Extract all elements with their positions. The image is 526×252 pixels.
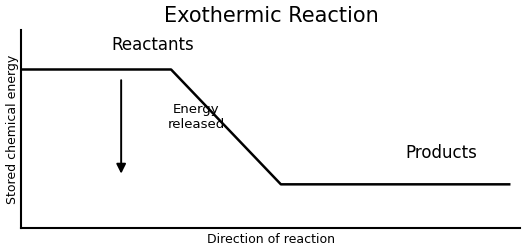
Y-axis label: Stored chemical energy: Stored chemical energy [6, 54, 18, 204]
X-axis label: Direction of reaction: Direction of reaction [207, 233, 335, 246]
Text: Reactants: Reactants [111, 36, 194, 54]
Title: Exothermic Reaction: Exothermic Reaction [164, 6, 378, 25]
Text: Energy
released: Energy released [167, 103, 225, 131]
Text: Products: Products [406, 144, 478, 162]
